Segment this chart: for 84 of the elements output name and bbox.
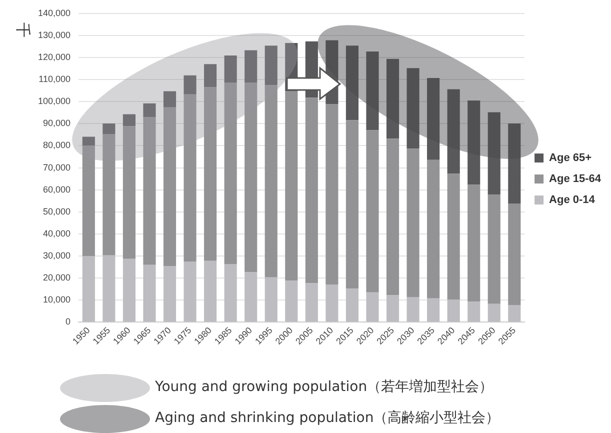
y-tick-label: 120,000 <box>38 52 71 62</box>
bar <box>184 75 196 94</box>
bar <box>508 305 521 322</box>
bar <box>508 123 521 204</box>
bar <box>427 78 440 160</box>
bar <box>163 107 176 266</box>
bar <box>326 104 338 284</box>
bar <box>184 94 196 262</box>
bar <box>143 103 156 118</box>
bar <box>488 304 500 322</box>
text: Aging and shrinking population（高齢縮小型社会） <box>155 409 500 427</box>
bar <box>122 258 136 322</box>
bar <box>204 64 217 88</box>
bar <box>488 112 500 195</box>
bar <box>264 85 278 278</box>
bar <box>224 56 237 82</box>
y-tick-label: 0 <box>66 316 71 327</box>
bar <box>386 295 400 322</box>
bar <box>468 100 480 185</box>
bar <box>102 134 116 256</box>
bar <box>82 256 95 322</box>
y-tick-label: 130,000 <box>38 30 71 40</box>
y-tick-label: 40,000 <box>43 228 71 238</box>
bar <box>406 148 420 298</box>
bar <box>264 46 278 86</box>
y-tick-label: 140,000 <box>38 8 71 18</box>
y-tick-label: 20,000 <box>43 272 71 283</box>
bar <box>366 52 379 130</box>
bar <box>447 174 460 300</box>
bar <box>184 262 196 322</box>
bar <box>264 277 278 322</box>
bar <box>488 194 500 304</box>
bar <box>468 184 480 302</box>
bar <box>204 87 217 261</box>
bar <box>406 297 420 322</box>
y-tick-label: 80,000 <box>43 140 71 150</box>
bar <box>244 50 258 82</box>
bar <box>406 68 420 149</box>
bar <box>427 298 440 322</box>
bar <box>82 146 95 256</box>
bar <box>447 300 460 322</box>
bar <box>468 302 480 322</box>
y-tick-label: 60,000 <box>43 184 71 194</box>
bar <box>447 89 460 174</box>
bar <box>224 264 237 322</box>
y-tick-label: 10,000 <box>43 294 71 305</box>
bar <box>346 120 358 289</box>
bar <box>366 130 379 292</box>
bar <box>305 98 318 284</box>
bar <box>122 126 136 259</box>
bar <box>244 272 258 322</box>
legend-label: Age 15-64 <box>549 173 602 186</box>
bar <box>163 266 176 322</box>
bar <box>326 284 338 322</box>
bar <box>163 91 176 108</box>
bar <box>285 91 298 281</box>
legend-label: Age 65+ <box>549 152 592 164</box>
bar <box>224 82 237 264</box>
bar <box>102 255 116 322</box>
y-tick-label: 90,000 <box>43 118 71 128</box>
bar <box>102 123 116 134</box>
y-tick-label: 50,000 <box>43 206 71 216</box>
text: Young and growing population（若年増加型社会） <box>155 378 494 396</box>
bar <box>386 58 400 139</box>
bar <box>386 138 400 296</box>
y-tick-label: 70,000 <box>43 162 71 172</box>
bar <box>244 82 258 272</box>
bar <box>508 204 521 305</box>
bar <box>285 280 298 322</box>
y-tick-label: 100,000 <box>38 96 71 106</box>
bar <box>122 114 136 126</box>
y-tick-label: 30,000 <box>43 250 71 261</box>
bar <box>204 260 217 322</box>
bar <box>305 283 318 322</box>
bar <box>143 117 156 265</box>
bar <box>346 46 358 120</box>
bar <box>427 160 440 298</box>
bar <box>82 136 95 146</box>
bar <box>346 288 358 322</box>
y-axis-title: 千 <box>14 22 32 38</box>
y-tick-label: 110,000 <box>38 74 71 84</box>
bar <box>143 264 156 322</box>
bar <box>366 292 379 322</box>
legend-label: Age 0-14 <box>549 194 596 206</box>
